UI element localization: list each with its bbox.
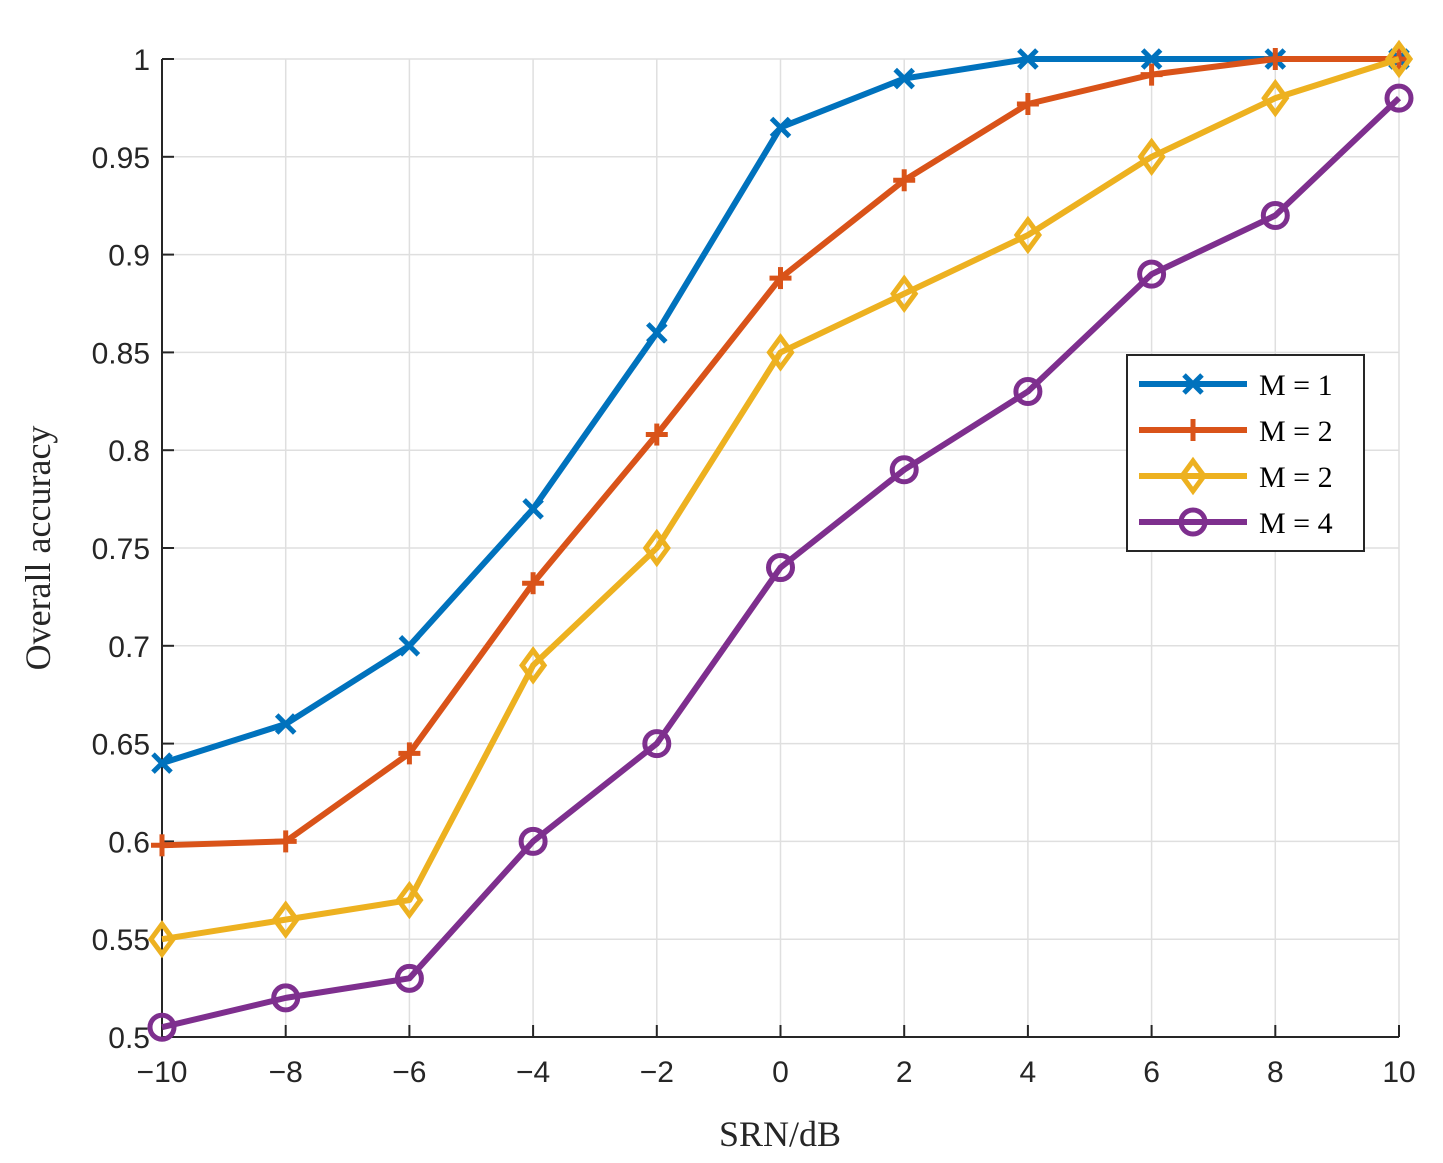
data-point xyxy=(274,713,297,735)
data-point xyxy=(1260,200,1290,230)
y-axis-label: Overall accuracy xyxy=(18,426,58,671)
marker-stroke xyxy=(522,498,544,520)
data-point xyxy=(769,116,792,139)
x-tick-label: −4 xyxy=(516,1056,550,1089)
legend-label: M = 2 xyxy=(1259,461,1333,494)
y-tick-label: 0.95 xyxy=(92,142,150,175)
data-point xyxy=(1140,48,1163,70)
data-point xyxy=(1017,48,1039,70)
data-point xyxy=(147,1012,177,1042)
legend-marker xyxy=(1182,419,1204,441)
data-point xyxy=(271,983,301,1013)
y-tick-label: 0.8 xyxy=(108,435,150,468)
data-point xyxy=(1384,39,1414,79)
data-point xyxy=(642,528,671,568)
x-axis-label: SRN/dB xyxy=(719,1114,841,1154)
data-point xyxy=(769,267,792,290)
data-point xyxy=(766,553,795,583)
x-tick-label: −6 xyxy=(392,1056,426,1089)
y-tick-label: 1 xyxy=(133,44,150,77)
data-point xyxy=(398,635,421,657)
marker-stroke xyxy=(398,635,421,657)
series-4 xyxy=(147,83,1414,1042)
y-tick-label: 0.5 xyxy=(108,1022,150,1055)
marker-stroke xyxy=(1182,373,1204,395)
data-point xyxy=(1264,48,1287,70)
data-point xyxy=(1137,259,1167,289)
legend-entry: M = 1 xyxy=(1139,369,1333,402)
marker-stroke xyxy=(646,322,668,344)
y-tick-label: 0.6 xyxy=(108,826,150,859)
data-point xyxy=(766,333,795,372)
marker-stroke xyxy=(274,713,297,735)
axes: −10 −8 −6 −4 −2 0 2 4 6 8 10 0.5 0.55 0.6 0.65 0.7 0.75 0… xyxy=(92,44,1416,1089)
data-point xyxy=(151,834,173,857)
series-group xyxy=(147,39,1414,1042)
legend-box xyxy=(1126,354,1365,552)
data-point xyxy=(642,729,672,759)
x-tick-label: 0 xyxy=(772,1056,789,1089)
series-3 xyxy=(147,39,1414,959)
data-point xyxy=(394,963,424,993)
data-point xyxy=(1013,215,1043,255)
y-tick-label: 0.75 xyxy=(92,533,150,566)
x-tick-label: 10 xyxy=(1382,1056,1415,1089)
legend-label: M = 4 xyxy=(1259,507,1333,540)
x-tick-label: 2 xyxy=(896,1056,913,1089)
legend-marker xyxy=(1178,507,1208,537)
data-point xyxy=(395,880,424,920)
data-point xyxy=(645,423,668,446)
y-tick-label: 0.65 xyxy=(92,729,150,762)
series-line xyxy=(161,56,1400,943)
data-point xyxy=(1137,137,1166,177)
data-point xyxy=(1140,63,1163,86)
data-point xyxy=(1384,83,1414,113)
data-point xyxy=(889,455,919,485)
data-point xyxy=(522,572,545,595)
data-point xyxy=(1261,78,1290,118)
marker-stroke xyxy=(151,752,173,774)
x-tick-label: −2 xyxy=(640,1056,674,1089)
data-point xyxy=(518,646,548,685)
data-point xyxy=(147,919,177,959)
series-2 xyxy=(151,48,1410,857)
legend-entry: M = 4 xyxy=(1139,507,1333,540)
x-tick-label: 8 xyxy=(1267,1056,1284,1089)
x-tick-label: 4 xyxy=(1020,1056,1037,1089)
y-tick-label: 0.55 xyxy=(92,924,150,957)
legend-marker xyxy=(1182,373,1204,395)
data-point xyxy=(1016,92,1039,115)
legend-label: M = 1 xyxy=(1259,369,1333,402)
legend-entry: M = 2 xyxy=(1139,456,1333,496)
data-point xyxy=(151,752,173,774)
data-point xyxy=(522,498,544,520)
y-tick-label: 0.85 xyxy=(92,337,150,370)
y-tick-label: 0.9 xyxy=(108,240,150,273)
data-point xyxy=(398,742,421,765)
legend-label: M = 2 xyxy=(1259,415,1333,448)
data-point xyxy=(893,169,916,192)
legend-entry: M = 2 xyxy=(1139,415,1333,448)
series-line xyxy=(161,95,1402,1031)
y-tick-label: 0.7 xyxy=(108,631,150,664)
x-tick-label: −8 xyxy=(269,1056,303,1089)
data-point xyxy=(646,322,668,344)
data-point xyxy=(893,67,915,90)
data-point xyxy=(1013,377,1043,407)
marker-stroke xyxy=(1140,48,1163,70)
marker-stroke xyxy=(893,67,915,90)
legend-marker xyxy=(1178,456,1208,496)
data-point xyxy=(271,900,300,939)
x-tick-label: 6 xyxy=(1143,1056,1160,1089)
data-point xyxy=(890,274,919,313)
data-point xyxy=(518,826,548,856)
marker-stroke xyxy=(769,116,792,139)
x-tick-label: −10 xyxy=(137,1056,188,1089)
data-point xyxy=(274,830,297,853)
legend: M = 1 M = 2 M = 2 M = 4 xyxy=(1126,354,1365,552)
marker-stroke xyxy=(1017,48,1039,70)
